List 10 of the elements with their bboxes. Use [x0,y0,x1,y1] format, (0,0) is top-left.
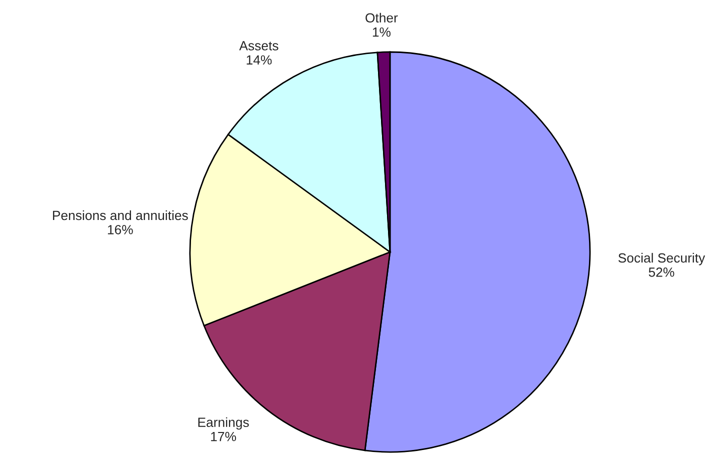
slice-label: Earnings [198,417,249,430]
slice-label: Pensions and annuities [53,210,188,220]
data-label: 16% [108,224,133,234]
data-label: 14% [246,55,272,65]
slice-label: Assets [239,41,278,50]
slice-label: Other [366,12,398,23]
data-label: 17% [211,432,236,442]
slice-label: Social Security [618,252,706,266]
data-label: 1% [372,27,391,37]
data-label: 52% [648,267,674,277]
